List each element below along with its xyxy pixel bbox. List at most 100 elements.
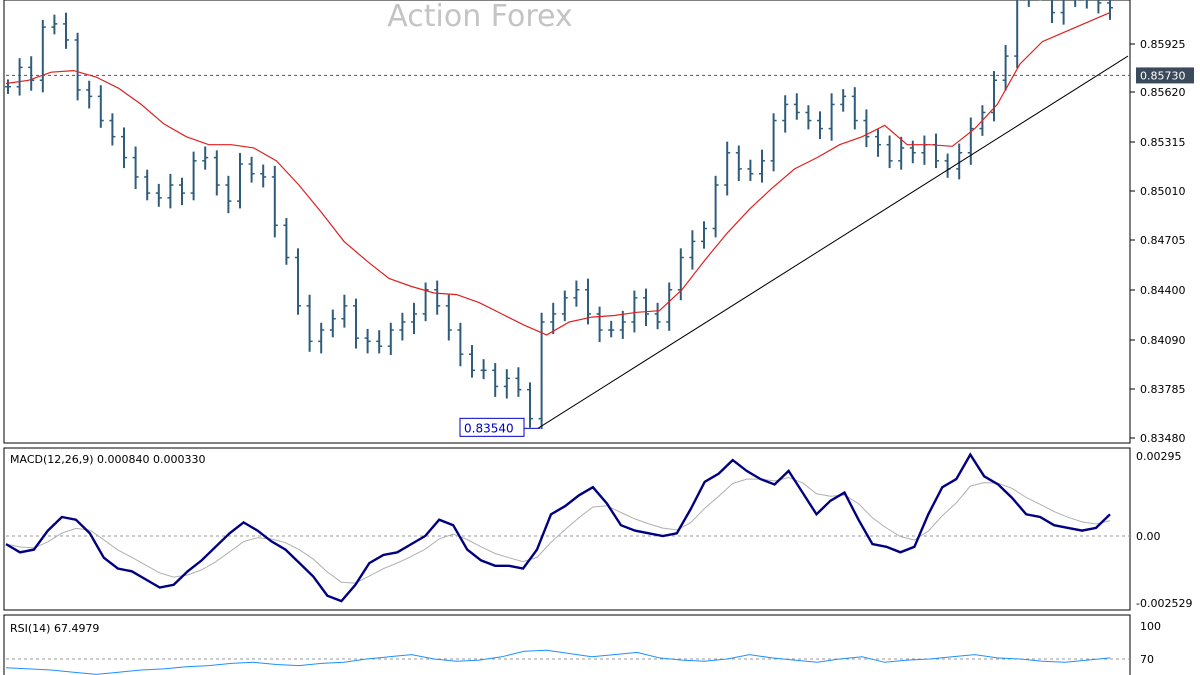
price-tick-label: 0.85010	[1140, 185, 1186, 198]
price-bar	[318, 322, 325, 354]
price-bar	[434, 280, 441, 315]
price-bar	[1002, 44, 1009, 91]
price-bar	[677, 248, 684, 301]
price-bar	[5, 79, 11, 94]
price-bar	[573, 280, 580, 307]
price-bar	[260, 164, 267, 188]
rsi-tick-label: 70	[1140, 653, 1154, 666]
macd-signal-line	[5, 476, 1111, 584]
price-bar	[86, 80, 93, 109]
watermark: Action Forex	[387, 0, 572, 34]
price-bar	[237, 152, 243, 209]
price-bar	[643, 288, 649, 327]
price-tick-label: 0.83480	[1140, 432, 1186, 445]
price-bar	[179, 177, 185, 206]
price-bar	[805, 105, 812, 130]
macd-title: MACD(12,26,9) 0.000840 0.000330	[10, 453, 206, 466]
price-bar	[701, 221, 707, 249]
price-bar	[271, 165, 278, 238]
price-bar	[155, 183, 162, 207]
price-bar	[550, 302, 557, 335]
price-tick-label: 0.85620	[1140, 86, 1186, 99]
price-tick-label: 0.84090	[1140, 334, 1186, 347]
price-bar	[898, 136, 905, 170]
price-bar	[1107, 0, 1113, 20]
price-bar	[585, 278, 591, 325]
price-tick-label: 0.85315	[1140, 136, 1186, 149]
price-bar	[457, 322, 464, 367]
low-label-box	[459, 417, 525, 437]
price-bar	[329, 309, 336, 338]
rsi-panel: RSI(14) 67.4979 100 70	[3, 614, 1161, 675]
price-bar	[967, 117, 974, 165]
price-bar	[387, 322, 394, 356]
price-tick-label: 0.84705	[1140, 234, 1186, 247]
price-bar	[1097, 0, 1102, 14]
price-bar	[144, 169, 151, 201]
price-bar	[886, 135, 893, 169]
price-bar	[793, 93, 800, 120]
price-bar	[851, 87, 858, 130]
rsi-line	[5, 649, 1111, 675]
price-bar	[515, 367, 522, 397]
price-bar	[283, 218, 290, 265]
price-bar	[248, 156, 255, 183]
price-bar	[1060, 0, 1065, 25]
macd-tick-label: 0.00	[1136, 530, 1161, 543]
price-panel-frame	[3, 0, 1131, 444]
price-bar	[689, 230, 696, 270]
price-bar	[376, 330, 383, 354]
macd-tick-label: -0.002529	[1136, 597, 1192, 610]
price-bar	[1051, 0, 1055, 24]
price-bar	[840, 89, 847, 112]
price-bar	[51, 14, 58, 35]
price-bar	[16, 58, 23, 96]
price-bar	[735, 145, 742, 181]
price-bar	[747, 159, 754, 181]
low-label: 0.83540	[464, 421, 514, 435]
price-bar	[74, 32, 81, 101]
price-bar	[503, 369, 510, 399]
macd-panel: MACD(12,26,9) 0.000840 0.000330 0.002950…	[3, 447, 1192, 611]
price-bar	[782, 95, 789, 133]
price-bar	[63, 12, 69, 49]
price-bar	[353, 298, 359, 349]
price-tick-label: 0.85925	[1140, 38, 1186, 51]
price-bar	[527, 382, 533, 428]
price-bar	[422, 282, 429, 322]
price-bar	[190, 151, 197, 201]
price-bar	[1074, 0, 1079, 7]
price-bar	[109, 113, 116, 146]
price-bar	[608, 320, 615, 338]
price-bar	[480, 359, 487, 380]
price-bar	[121, 127, 127, 169]
price-bar	[991, 71, 997, 122]
price-tick-label: 0.84400	[1140, 284, 1186, 297]
price-axis: 0.85925 0.85620 0.85315 0.85010 0.84705 0.844…	[1130, 38, 1186, 445]
rsi-title: RSI(14) 67.4979	[10, 622, 99, 635]
price-bar	[28, 56, 35, 91]
macd-tick-label: 0.00295	[1136, 450, 1182, 463]
macd-panel-frame	[3, 447, 1131, 611]
price-bar	[631, 290, 638, 333]
moving-average-line	[5, 12, 1111, 336]
price-bar	[225, 175, 232, 214]
price-bar	[596, 306, 603, 343]
price-bar	[956, 143, 963, 180]
price-tick-label: 0.83785	[1140, 383, 1186, 396]
current-price-tag	[1136, 67, 1194, 84]
price-bar	[1025, 0, 1030, 7]
rsi-axis: 100 70	[1140, 620, 1161, 666]
price-bar	[828, 93, 835, 141]
price-bar	[39, 19, 46, 93]
macd-axis: 0.00295 0.00 -0.002529	[1136, 450, 1192, 610]
price-bar	[712, 175, 719, 238]
price-bar	[724, 141, 731, 196]
price-bar	[306, 294, 313, 352]
price-bar	[469, 345, 475, 378]
price-bar	[399, 312, 406, 341]
price-bar	[341, 294, 348, 328]
price-bar	[492, 363, 499, 397]
price-bar	[770, 113, 777, 172]
